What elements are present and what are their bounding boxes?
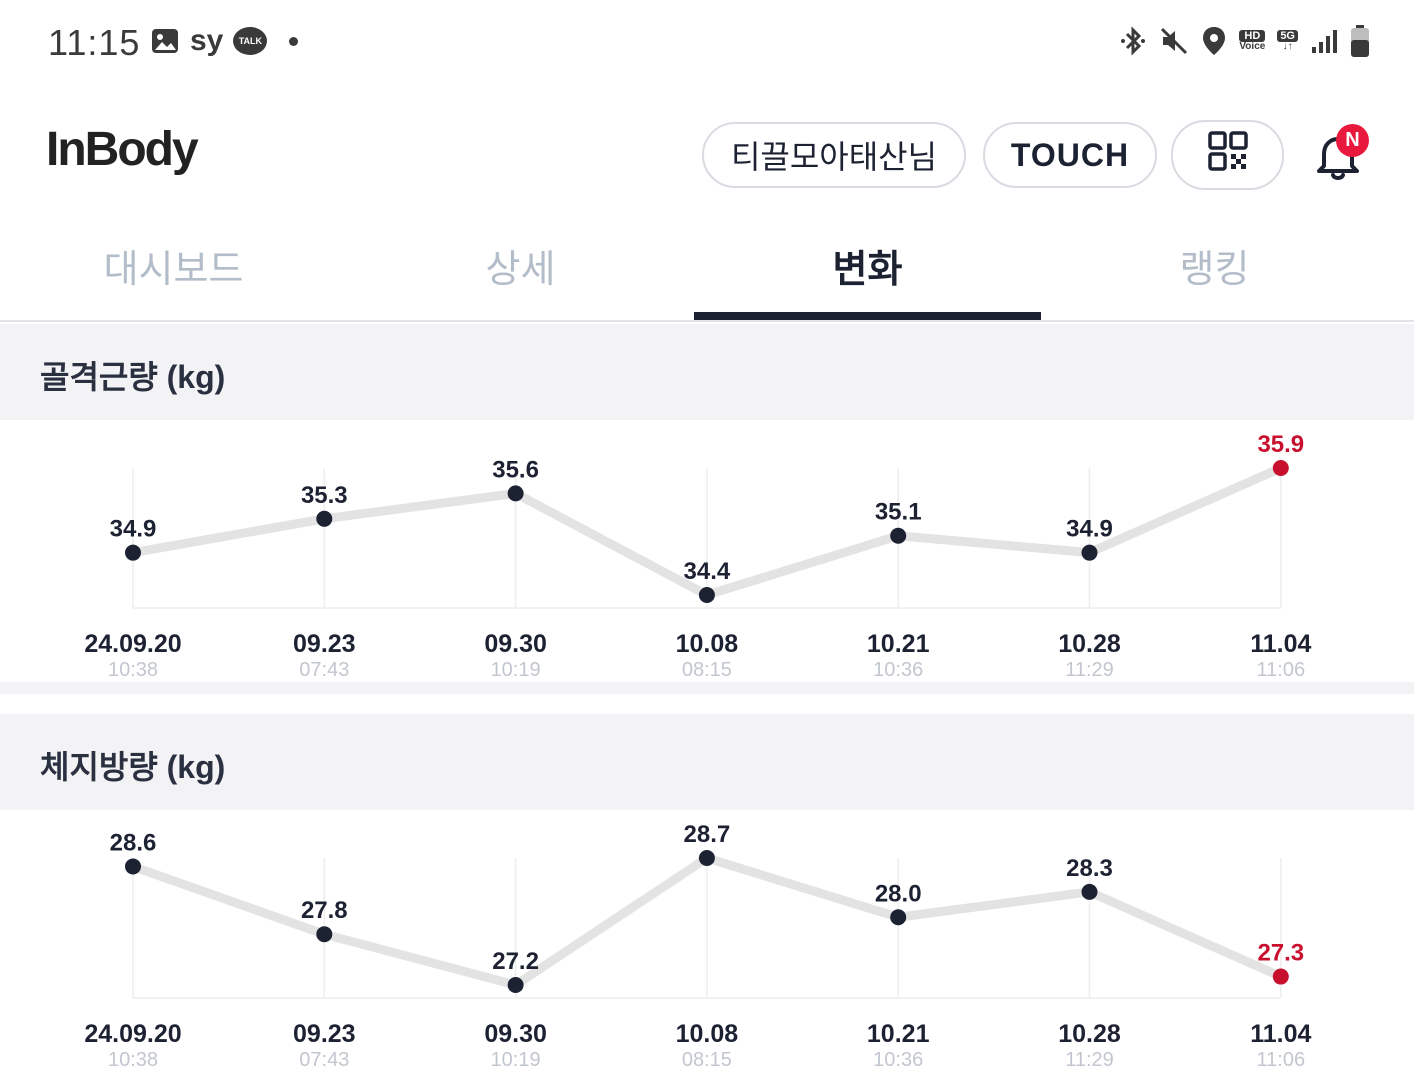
notification-badge: N <box>1336 124 1369 157</box>
x-tick-time: 11:06 <box>1257 659 1306 681</box>
tab-dashboard[interactable]: 대시보드 <box>103 249 244 291</box>
data-label: 27.3 <box>1257 940 1304 967</box>
status-time: 11:15 <box>48 22 141 63</box>
fat-chart: 28.6 24.09.20 10:38 27.8 09.23 07:43 27.2 09.30… <box>0 810 1414 1074</box>
x-tick-date: 10.08 <box>676 630 739 658</box>
qr-code-button[interactable] <box>1171 120 1284 190</box>
muscle-chart: 34.9 24.09.20 10:38 35.3 09.23 07:43 35.6 09.30… <box>0 420 1414 682</box>
x-tick-date: 10.21 <box>867 1020 930 1048</box>
x-tick-time: 07:43 <box>299 1049 349 1071</box>
data-point[interactable] <box>890 909 907 926</box>
x-tick-time: 10:19 <box>491 1049 541 1071</box>
touch-button[interactable]: TOUCH <box>983 122 1157 188</box>
data-point[interactable] <box>698 850 715 866</box>
x-tick-time: 10:38 <box>108 1049 158 1071</box>
tab-change[interactable]: 변화 <box>832 249 903 291</box>
data-point[interactable] <box>125 544 141 561</box>
signal-icon <box>1310 27 1338 55</box>
data-point[interactable] <box>507 977 524 993</box>
x-tick-date: 24.09.20 <box>84 1020 181 1048</box>
data-label: 34.4 <box>684 558 731 585</box>
x-tick-date: 10.21 <box>867 630 930 658</box>
section-header-fat: 체지방량 (kg) <box>0 714 1414 810</box>
data-label: 35.3 <box>301 482 348 509</box>
data-point[interactable] <box>507 485 524 502</box>
x-tick-date: 09.23 <box>293 630 356 658</box>
data-label: 35.1 <box>875 499 922 526</box>
inbody-logo: InBody <box>46 123 199 176</box>
data-point[interactable] <box>316 510 333 527</box>
active-tab-indicator <box>694 312 1041 320</box>
battery-icon <box>1350 24 1370 58</box>
data-label: 27.8 <box>301 897 348 924</box>
section-title-fat: 체지방량 (kg) <box>40 749 226 785</box>
x-tick-time: 10:36 <box>873 659 923 681</box>
x-tick-date: 09.23 <box>293 1020 356 1048</box>
x-tick-time: 08:15 <box>682 659 732 681</box>
bluetooth-icon <box>1119 25 1147 57</box>
x-tick-date: 24.09.20 <box>84 630 181 658</box>
location-icon <box>1201 25 1227 57</box>
data-label: 28.6 <box>110 829 157 856</box>
notification-icons: sy TALK <box>150 24 299 58</box>
tab-detail[interactable]: 상세 <box>485 249 556 291</box>
section-divider <box>0 682 1414 694</box>
x-tick-date: 09.30 <box>484 630 547 658</box>
qr-code-icon <box>1207 131 1248 179</box>
tab-ranking[interactable]: 랭킹 <box>1179 249 1250 291</box>
data-point[interactable] <box>890 527 907 544</box>
x-tick-time: 11:06 <box>1257 1049 1306 1071</box>
x-tick-time: 10:38 <box>108 659 158 681</box>
system-icons: HD Voice 5G ↓↑ <box>1119 24 1370 58</box>
kakaotalk-icon: TALK <box>233 27 268 55</box>
data-point[interactable] <box>1081 544 1098 561</box>
data-label: 35.9 <box>1257 431 1304 458</box>
x-tick-date: 10.28 <box>1058 630 1121 658</box>
data-point[interactable] <box>1081 883 1098 900</box>
5g-icon: 5G ↓↑ <box>1277 30 1298 52</box>
tab-bar: 대시보드 상세 변화 랭킹 <box>0 222 1414 322</box>
data-label: 35.6 <box>492 456 539 483</box>
x-tick-time: 07:43 <box>299 659 349 681</box>
mute-icon <box>1159 26 1189 56</box>
data-label: 27.2 <box>492 948 539 975</box>
gallery-icon <box>150 26 180 56</box>
x-tick-date: 11.04 <box>1250 1020 1311 1048</box>
x-tick-time: 10:36 <box>873 1049 923 1071</box>
data-label: 34.9 <box>110 516 157 543</box>
hd-voice-icon: HD Voice <box>1239 30 1266 52</box>
data-point[interactable] <box>1272 460 1289 476</box>
x-tick-date: 11.04 <box>1250 630 1311 658</box>
x-tick-time: 11:29 <box>1065 1049 1114 1071</box>
x-tick-date: 10.08 <box>676 1020 739 1048</box>
data-label: 28.3 <box>1066 855 1113 882</box>
bell-icon <box>1312 137 1364 186</box>
x-tick-time: 08:15 <box>682 1049 732 1071</box>
data-label: 28.0 <box>875 880 922 907</box>
x-tick-time: 11:29 <box>1065 659 1114 681</box>
data-label: 34.9 <box>1066 516 1113 543</box>
section-header-muscle: 골격근량 (kg) <box>0 324 1414 420</box>
status-bar: 11:15 sy TALK HD Voice 5G ↓↑ <box>0 0 1414 86</box>
data-point[interactable] <box>316 926 333 943</box>
section-title-muscle: 골격근량 (kg) <box>40 359 226 395</box>
data-label: 28.7 <box>684 821 731 848</box>
carrier-label: sy <box>190 24 224 57</box>
more-notifications-dot-icon <box>289 36 299 46</box>
data-point[interactable] <box>1272 968 1289 985</box>
x-tick-time: 10:19 <box>491 659 541 681</box>
data-point[interactable] <box>125 858 141 875</box>
x-tick-date: 10.28 <box>1058 1020 1121 1048</box>
data-point[interactable] <box>698 587 715 603</box>
user-name-button[interactable]: 티끌모아태산님 <box>702 122 966 188</box>
x-tick-date: 09.30 <box>484 1020 547 1048</box>
